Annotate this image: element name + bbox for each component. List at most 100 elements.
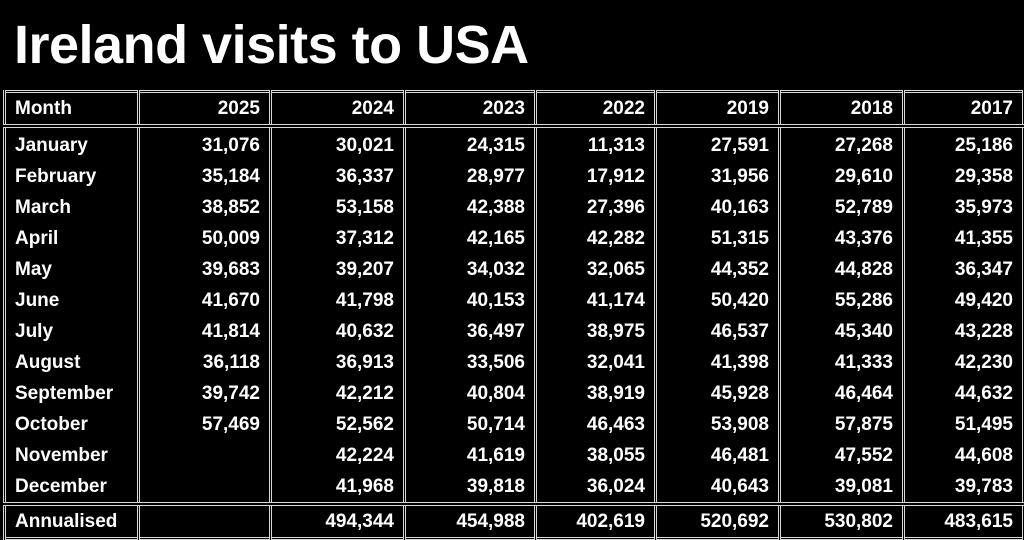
cell-2022: 11,313 [534, 126, 657, 161]
cell-2024: 36,913 [269, 347, 406, 378]
cell-2025: 39,742 [137, 378, 272, 409]
table-row: June 41,670 41,798 40,153 41,174 50,420 55,286… [3, 285, 1024, 316]
row-label: May [3, 254, 140, 285]
page-title: Ireland visits to USA [14, 15, 529, 75]
table-row: May 39,683 39,207 34,032 32,065 44,352 44,828 3… [3, 254, 1024, 285]
column-header-2022: 2022 [534, 91, 657, 128]
cell-2017: 39,783 [902, 471, 1024, 504]
cell-2025: 35,184 [137, 161, 272, 192]
cell-2022: 41,174 [534, 285, 657, 316]
cell-2019: 44,352 [654, 254, 781, 285]
cell-2018: 43,376 [778, 223, 905, 254]
table-row: March 38,852 53,158 42,388 27,396 40,163 52,78… [3, 192, 1024, 223]
cell-2023: 42,388 [403, 192, 537, 223]
cell-2025: 57,469 [137, 409, 272, 440]
cell-2017: 483,615 [902, 502, 1024, 539]
cell-2018: 55,286 [778, 285, 905, 316]
cell-2024: 30,021 [269, 126, 406, 161]
cell-2023: 36,497 [403, 316, 537, 347]
cell-2019: 520,692 [654, 502, 781, 539]
cell-2025: 41,670 [137, 285, 272, 316]
cell-2019: 40,643 [654, 471, 781, 504]
cell-2017: 42,230 [902, 347, 1024, 378]
cell-2022: 402,619 [534, 502, 657, 539]
cell-2025: 36,118 [137, 347, 272, 378]
cell-2024: 39,207 [269, 254, 406, 285]
cell-2019: 53,908 [654, 409, 781, 440]
row-label: June [3, 285, 140, 316]
table-row: February 35,184 36,337 28,977 17,912 31,956 29… [3, 161, 1024, 192]
column-header-2017: 2017 [902, 91, 1024, 128]
cell-2022: 32,065 [534, 254, 657, 285]
row-label: November [3, 440, 140, 471]
cell-2022: 46,463 [534, 409, 657, 440]
cell-2017: 44,608 [902, 440, 1024, 471]
cell-2025: 31,076 [137, 126, 272, 161]
cell-2019: 51,315 [654, 223, 781, 254]
table-row: November 42,224 41,619 38,055 46,481 47,552 44… [3, 440, 1024, 471]
table-row: April 50,009 37,312 42,165 42,282 51,315 43,37… [3, 223, 1024, 254]
cell-2024: 40,632 [269, 316, 406, 347]
cell-2023: 39,818 [403, 471, 537, 504]
cell-2023: 50,714 [403, 409, 537, 440]
cell-2024: 36,337 [269, 161, 406, 192]
cell-2017: 44,632 [902, 378, 1024, 409]
table-row: October 57,469 52,562 50,714 46,463 53,908 57,… [3, 409, 1024, 440]
cell-2024: 52,562 [269, 409, 406, 440]
cell-2017: 49,420 [902, 285, 1024, 316]
cell-2019: 46,481 [654, 440, 781, 471]
cell-2025 [137, 471, 272, 504]
cell-2025: 41,814 [137, 316, 272, 347]
table-row: August 36,118 36,913 33,506 32,041 41,398 41,3… [3, 347, 1024, 378]
cell-2022: 36,024 [534, 471, 657, 504]
cell-2017: 51,495 [902, 409, 1024, 440]
table-row: July 41,814 40,632 36,497 38,975 46,537 45,340… [3, 316, 1024, 347]
cell-2018: 57,875 [778, 409, 905, 440]
cell-2019: 41,398 [654, 347, 781, 378]
cell-2018: 47,552 [778, 440, 905, 471]
cell-2018: 41,333 [778, 347, 905, 378]
cell-2018: 39,081 [778, 471, 905, 504]
cell-2022: 38,055 [534, 440, 657, 471]
cell-2018: 530,802 [778, 502, 905, 539]
row-label: September [3, 378, 140, 409]
row-label: Annualised [3, 502, 140, 539]
row-label: February [3, 161, 140, 192]
table-row: September 39,742 42,212 40,804 38,919 45,928 4… [3, 378, 1024, 409]
cell-2023: 24,315 [403, 126, 537, 161]
cell-2022: 38,919 [534, 378, 657, 409]
cell-2025: 39,683 [137, 254, 272, 285]
cell-2023: 40,804 [403, 378, 537, 409]
row-label: March [3, 192, 140, 223]
cell-2023: 42,165 [403, 223, 537, 254]
cell-2018: 52,789 [778, 192, 905, 223]
cell-2017: 35,973 [902, 192, 1024, 223]
cell-2023: 40,153 [403, 285, 537, 316]
column-header-2019: 2019 [654, 91, 781, 128]
cell-2025: 38,852 [137, 192, 272, 223]
cell-2025 [137, 440, 272, 471]
cell-2017: 29,358 [902, 161, 1024, 192]
cell-2022: 17,912 [534, 161, 657, 192]
cell-2024: 37,312 [269, 223, 406, 254]
column-header-2025: 2025 [137, 91, 272, 128]
cell-2022: 27,396 [534, 192, 657, 223]
cell-2017: 25,186 [902, 126, 1024, 161]
cell-2017: 43,228 [902, 316, 1024, 347]
cell-2019: 31,956 [654, 161, 781, 192]
row-label: July [3, 316, 140, 347]
cell-2019: 50,420 [654, 285, 781, 316]
cell-2018: 27,268 [778, 126, 905, 161]
cell-2023: 28,977 [403, 161, 537, 192]
cell-2024: 41,798 [269, 285, 406, 316]
cell-2025 [137, 502, 272, 539]
cell-2019: 46,537 [654, 316, 781, 347]
cell-2023: 41,619 [403, 440, 537, 471]
cell-2024: 42,212 [269, 378, 406, 409]
cell-2022: 42,282 [534, 223, 657, 254]
cell-2024: 53,158 [269, 192, 406, 223]
cell-2017: 41,355 [902, 223, 1024, 254]
cell-2018: 29,610 [778, 161, 905, 192]
cell-2018: 46,464 [778, 378, 905, 409]
row-label: April [3, 223, 140, 254]
